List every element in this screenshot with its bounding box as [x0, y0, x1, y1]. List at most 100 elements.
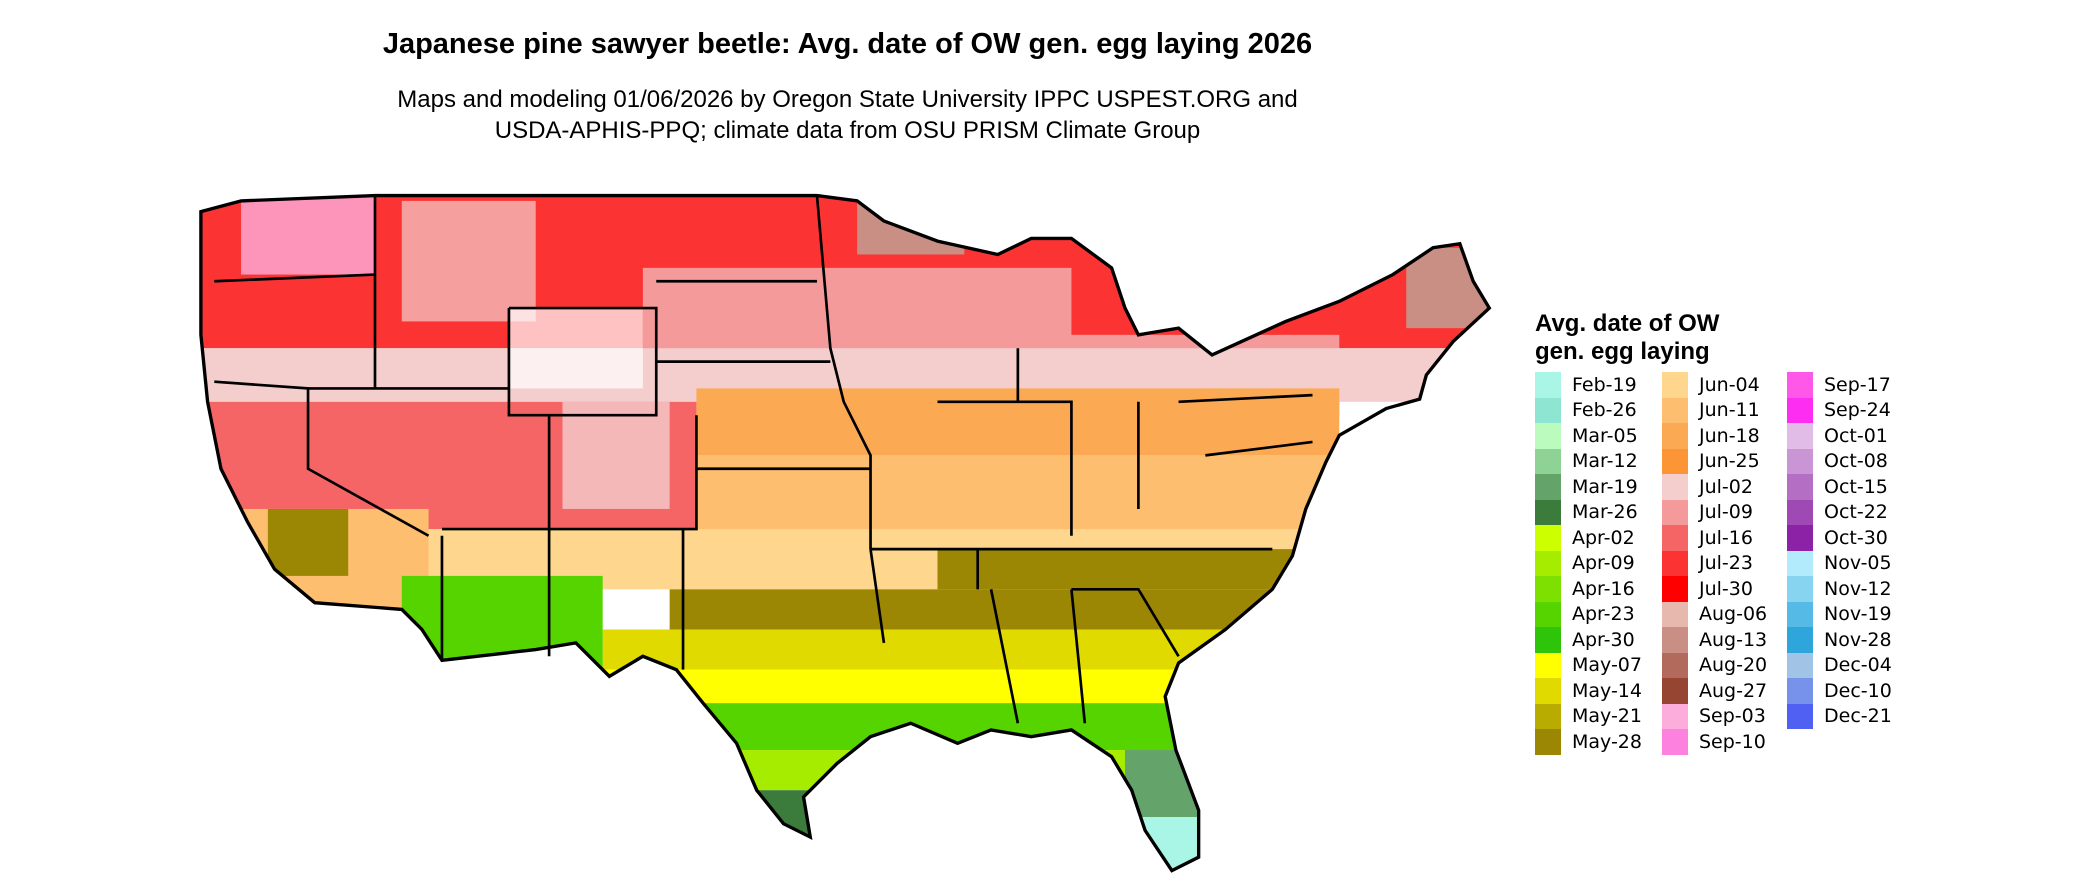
legend-label: Feb-26 [1572, 399, 1637, 422]
legend-swatch [1787, 703, 1813, 729]
subtitle-line: USDA-APHIS-PPQ; climate data from OSU PR… [494, 117, 1201, 144]
legend-label: Dec-04 [1824, 654, 1892, 677]
legend-swatch [1787, 372, 1813, 398]
legend-label: May-21 [1572, 705, 1642, 728]
legend-item: May-14 [1535, 678, 1642, 704]
legend-item: Oct-15 [1787, 474, 1892, 500]
legend-item: Apr-02 [1535, 525, 1642, 551]
legend-swatch [1787, 448, 1813, 474]
legend-label: Apr-09 [1572, 552, 1635, 575]
legend-item: Oct-08 [1787, 448, 1892, 474]
legend-label: Feb-19 [1572, 373, 1637, 396]
legend-swatch [1535, 499, 1561, 525]
legend-swatch [1535, 729, 1561, 755]
legend-label: Jun-04 [1699, 373, 1760, 396]
legend-column-2: Jun-04 Jun-11 Jun-18 Jun-25 Jul-02 Jul-09 Jul-… [1662, 372, 1767, 755]
legend-swatch [1662, 703, 1688, 729]
legend-swatch [1535, 423, 1561, 449]
legend-label: Jul-23 [1699, 552, 1753, 575]
legend-item: May-21 [1535, 703, 1642, 729]
legend-label: Sep-03 [1699, 705, 1766, 728]
legend-title-line: Avg. date of OW [1535, 310, 1720, 337]
legend-item: Jul-30 [1662, 576, 1767, 602]
legend-swatch [1662, 550, 1688, 576]
state-borders [214, 195, 1313, 724]
legend-label: Apr-23 [1572, 603, 1635, 626]
legend-swatch [1535, 550, 1561, 576]
legend-item: Mar-19 [1535, 474, 1642, 500]
legend-item: Jun-25 [1662, 448, 1767, 474]
legend-item: Sep-03 [1662, 703, 1767, 729]
legend-item: Apr-09 [1535, 550, 1642, 576]
legend-swatch [1662, 729, 1688, 755]
legend-item: Jun-18 [1662, 423, 1767, 449]
legend-label: Aug-27 [1699, 679, 1768, 702]
legend-label: Jul-02 [1699, 475, 1753, 498]
legend-label: Dec-10 [1824, 679, 1892, 702]
legend-item: Aug-27 [1662, 678, 1767, 704]
legend-swatch [1787, 397, 1813, 423]
legend-label: Nov-19 [1824, 603, 1892, 626]
legend-label: Jun-18 [1699, 424, 1760, 447]
legend-swatch [1662, 576, 1688, 602]
legend-swatch [1787, 423, 1813, 449]
legend-label: Apr-16 [1572, 577, 1635, 600]
legend-label: Jul-09 [1699, 501, 1753, 524]
legend-label: Jun-25 [1699, 450, 1760, 473]
legend-item: Feb-19 [1535, 372, 1642, 398]
legend-item: Oct-01 [1787, 423, 1892, 449]
legend-item: May-28 [1535, 729, 1642, 755]
map-subtitle: Maps and modeling 01/06/2026 by Oregon S… [0, 84, 1695, 146]
legend-swatch [1662, 601, 1688, 627]
legend-label: May-28 [1572, 730, 1642, 753]
legend-item: Aug-20 [1662, 652, 1767, 678]
legend-swatch [1787, 678, 1813, 704]
legend-label: Oct-15 [1824, 475, 1888, 498]
legend-label: Sep-17 [1824, 373, 1891, 396]
legend-swatch [1662, 474, 1688, 500]
legend-swatch [1662, 372, 1688, 398]
legend-label: Sep-24 [1824, 399, 1891, 422]
legend-item: Apr-16 [1535, 576, 1642, 602]
legend-label: Jul-30 [1699, 577, 1753, 600]
legend-swatch [1535, 474, 1561, 500]
legend-item: Oct-22 [1787, 499, 1892, 525]
legend-swatch [1535, 703, 1561, 729]
legend-swatch [1535, 448, 1561, 474]
legend-swatch [1662, 627, 1688, 653]
legend-swatch [1662, 423, 1688, 449]
legend-label: Mar-05 [1572, 424, 1638, 447]
legend-label: Jul-16 [1699, 526, 1753, 549]
legend-item: Aug-13 [1662, 627, 1767, 653]
legend-label: Aug-06 [1699, 603, 1768, 626]
legend-item: Jun-04 [1662, 372, 1767, 398]
legend-label: Oct-01 [1824, 424, 1888, 447]
legend-item: Mar-12 [1535, 448, 1642, 474]
legend-label: Nov-28 [1824, 628, 1892, 651]
legend-swatch [1787, 652, 1813, 678]
map-fill [200, 195, 1490, 871]
legend-swatch [1535, 601, 1561, 627]
legend-label: Jun-11 [1699, 399, 1760, 422]
legend-swatch [1535, 576, 1561, 602]
legend-label: Mar-19 [1572, 475, 1638, 498]
legend-swatch [1535, 678, 1561, 704]
legend-item: Aug-06 [1662, 601, 1768, 627]
legend-label: Apr-02 [1572, 526, 1635, 549]
legend-swatch [1787, 499, 1813, 525]
legend-swatch [1787, 576, 1813, 602]
subtitle-line: Maps and modeling 01/06/2026 by Oregon S… [397, 86, 1298, 113]
legend-swatch [1662, 525, 1688, 551]
legend-item: Nov-12 [1787, 576, 1892, 602]
legend-swatch [1662, 678, 1688, 704]
legend-item: Dec-04 [1787, 652, 1892, 678]
legend-swatch [1535, 627, 1561, 653]
legend-column-3: Sep-17 Sep-24 Oct-01 Oct-08 Oct-15 Oct-22 Oct-… [1787, 372, 1892, 729]
legend-item: Jul-16 [1662, 525, 1767, 551]
legend-swatch [1787, 627, 1813, 653]
legend-item: Jul-02 [1662, 474, 1767, 500]
legend-label: Sep-10 [1699, 730, 1766, 753]
legend-label: Mar-26 [1572, 501, 1638, 524]
legend-item: Sep-10 [1662, 729, 1767, 755]
